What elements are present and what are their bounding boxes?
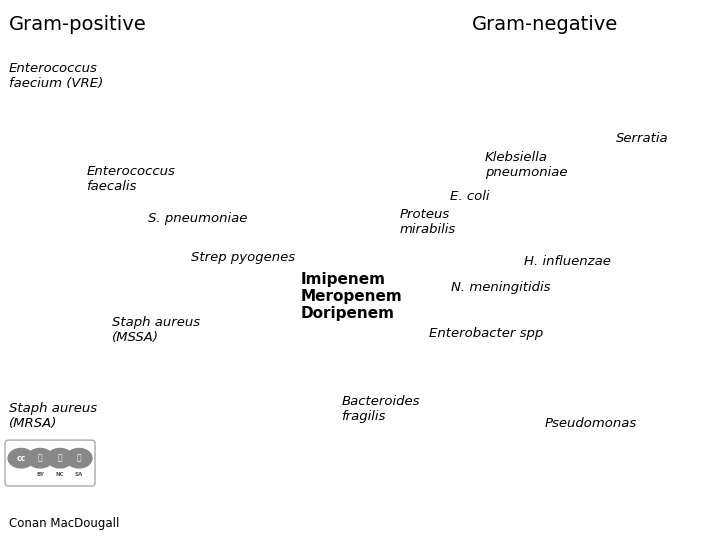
- Text: Enterobacter spp: Enterobacter spp: [429, 327, 544, 340]
- Text: SA: SA: [75, 472, 83, 477]
- Text: S. pneumoniae: S. pneumoniae: [148, 212, 247, 225]
- Text: Bacteroides
fragilis: Bacteroides fragilis: [341, 395, 420, 423]
- Text: Gram-positive: Gram-positive: [9, 15, 146, 34]
- Text: Imipenem
Meropenem
Doripenem: Imipenem Meropenem Doripenem: [301, 272, 402, 321]
- Text: ⓢ: ⓢ: [58, 454, 63, 463]
- Text: Staph aureus
(MSSA): Staph aureus (MSSA): [112, 316, 199, 344]
- Text: Ⓜ: Ⓜ: [77, 454, 81, 463]
- Text: ⓘ: ⓘ: [37, 454, 42, 463]
- Text: E. coli: E. coli: [450, 190, 490, 203]
- Text: Klebsiella
pneumoniae: Klebsiella pneumoniae: [485, 151, 567, 179]
- Text: Staph aureus
(MRSA): Staph aureus (MRSA): [9, 402, 96, 430]
- Text: Enterococcus
faecalis: Enterococcus faecalis: [86, 165, 175, 193]
- Text: cc: cc: [17, 454, 26, 463]
- Text: Gram-negative: Gram-negative: [472, 15, 618, 34]
- Circle shape: [47, 448, 73, 468]
- Text: Proteus
mirabilis: Proteus mirabilis: [400, 208, 456, 236]
- Text: NC: NC: [55, 472, 64, 477]
- Text: H. influenzae: H. influenzae: [524, 255, 611, 268]
- Circle shape: [66, 448, 92, 468]
- Circle shape: [8, 448, 34, 468]
- Circle shape: [27, 448, 53, 468]
- Text: BY: BY: [36, 472, 44, 477]
- Text: Serratia: Serratia: [616, 132, 668, 145]
- Text: Pseudomonas: Pseudomonas: [545, 417, 637, 430]
- Text: Strep pyogenes: Strep pyogenes: [191, 251, 295, 264]
- Text: N. meningitidis: N. meningitidis: [451, 281, 550, 294]
- Text: Conan MacDougall: Conan MacDougall: [9, 517, 119, 530]
- FancyBboxPatch shape: [5, 440, 95, 486]
- Text: Enterococcus
faecium (VRE): Enterococcus faecium (VRE): [9, 62, 103, 90]
